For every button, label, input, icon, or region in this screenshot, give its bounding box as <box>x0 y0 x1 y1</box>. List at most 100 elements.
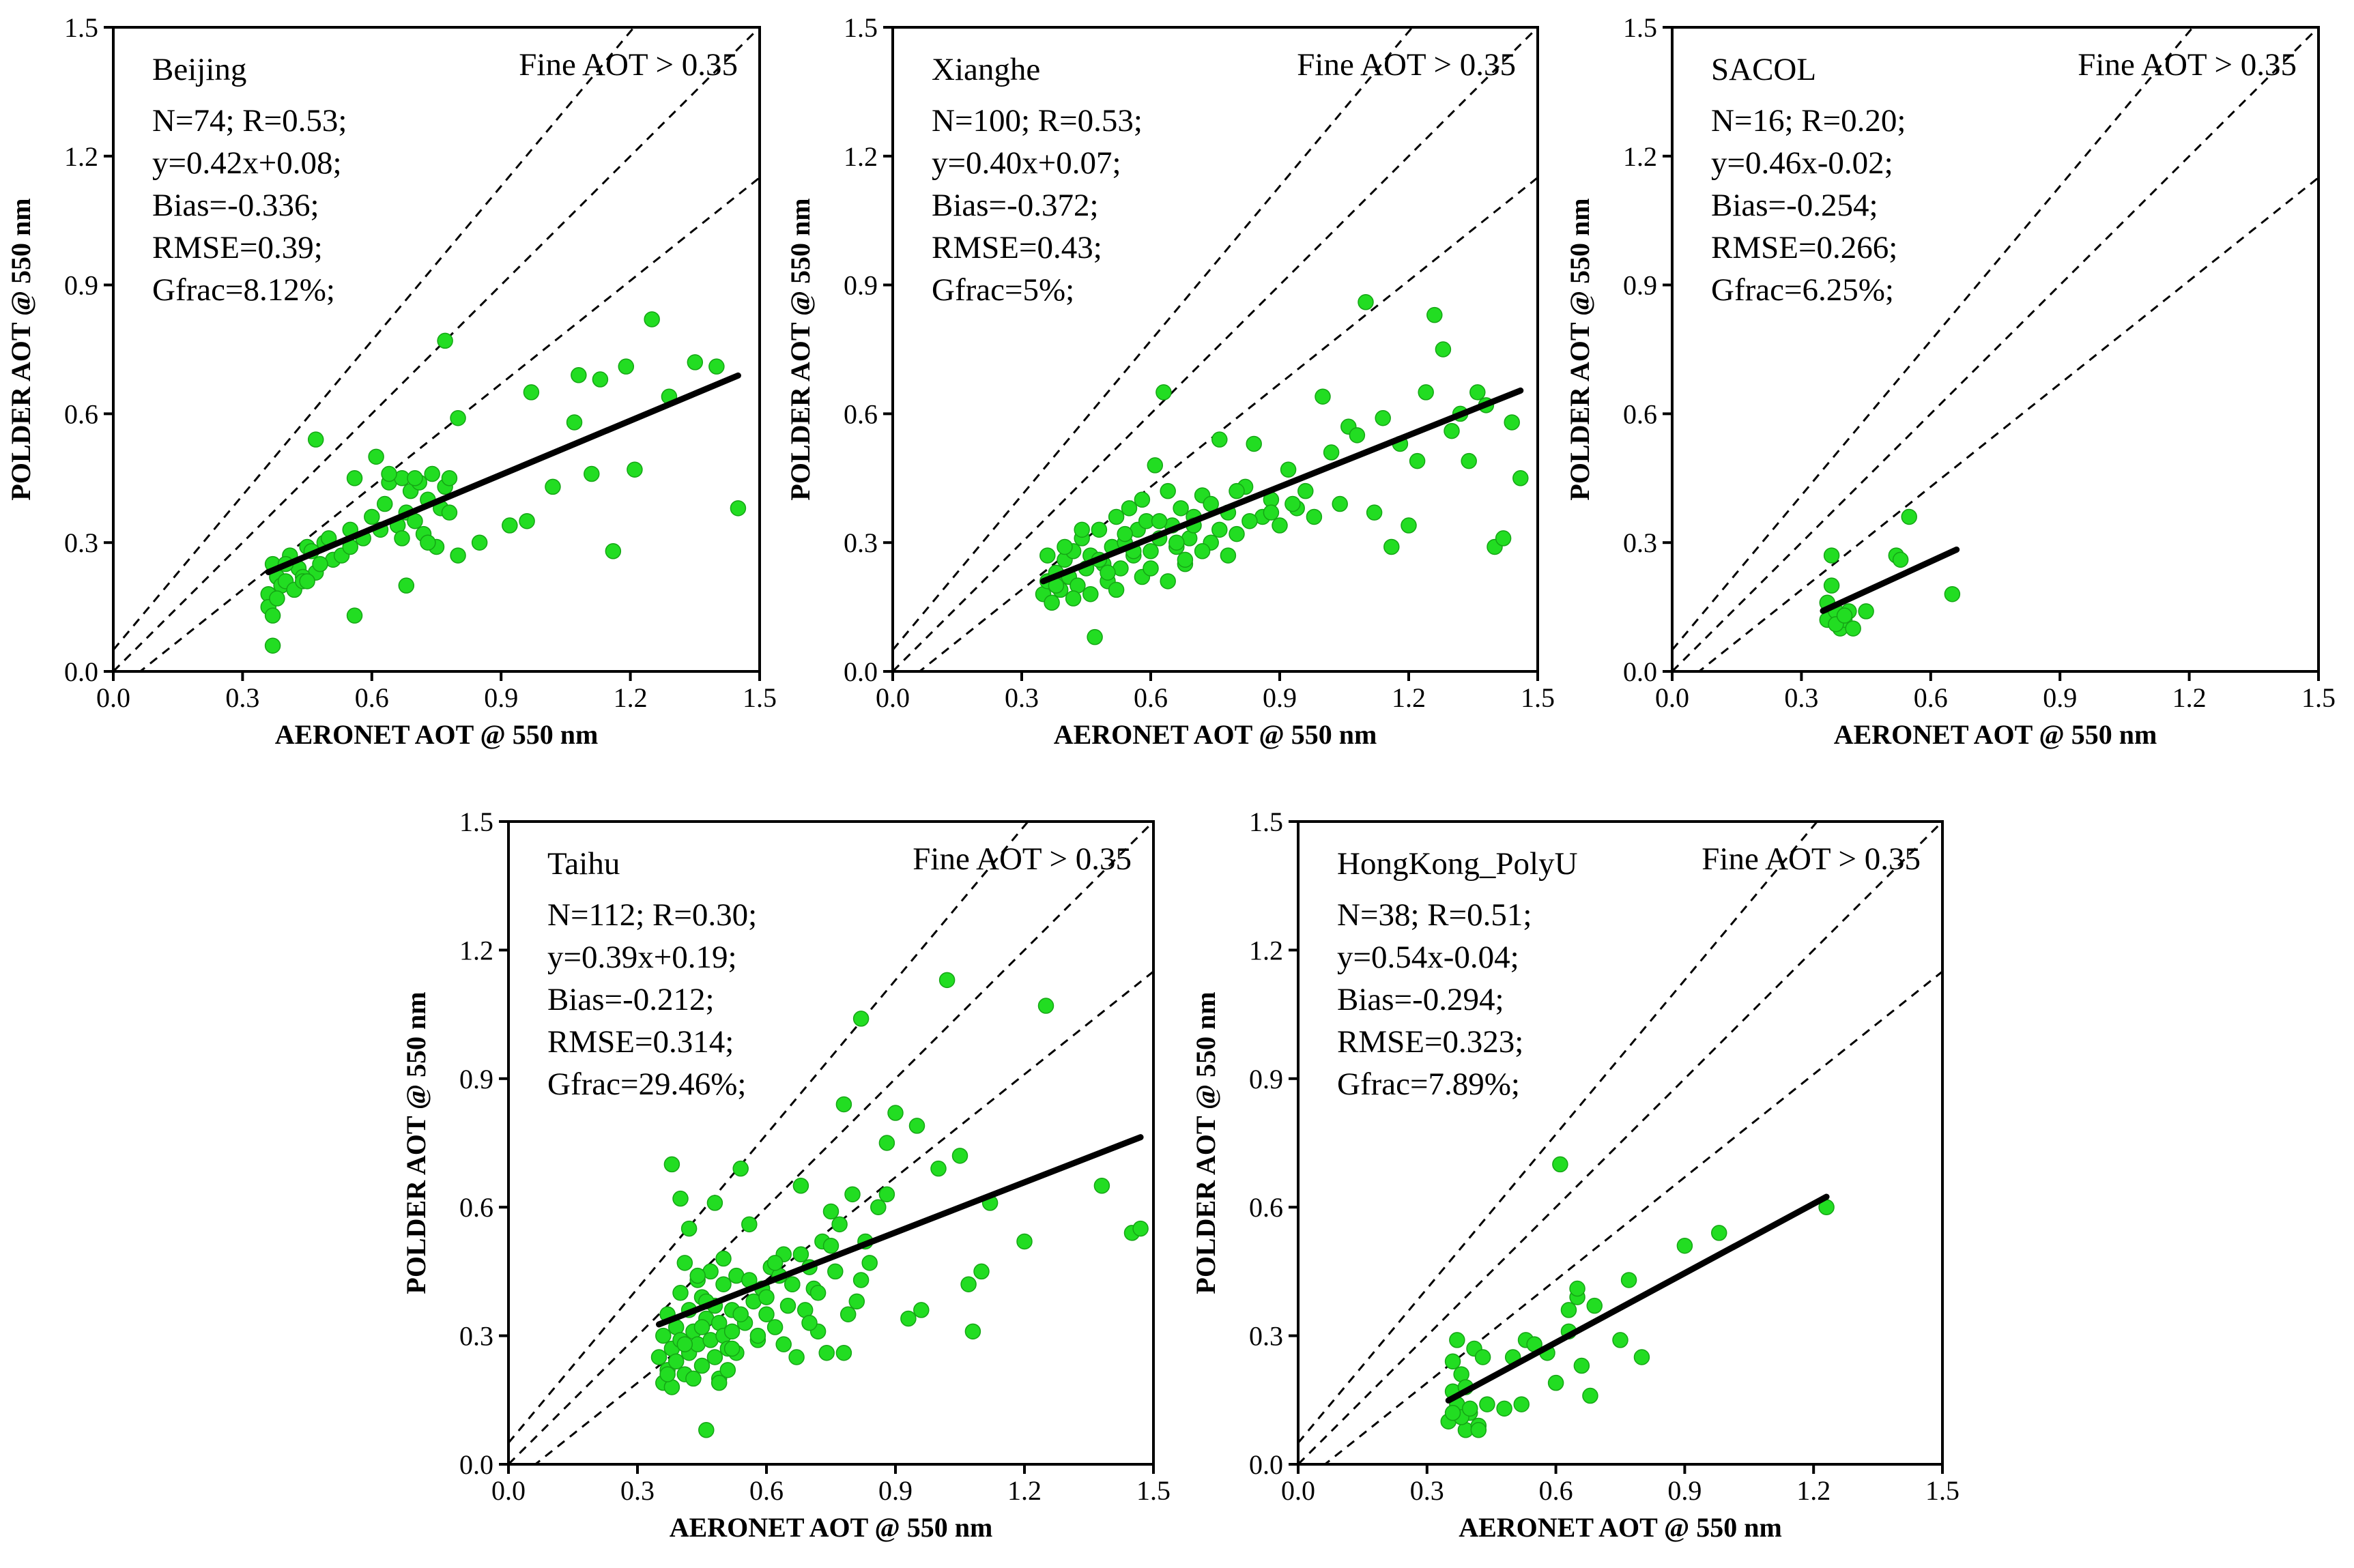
x-tick-label: 0.3 <box>1410 1475 1444 1506</box>
site-name: Xianghe <box>932 52 1040 87</box>
data-point <box>900 1310 917 1327</box>
stat-line: Gfrac=6.25%; <box>1711 272 1894 308</box>
fine-aot-condition: Fine AOT > 0.35 <box>2078 47 2297 83</box>
stat-line: Bias=-0.212; <box>547 982 715 1017</box>
data-point <box>1280 461 1297 478</box>
data-point <box>1547 1374 1564 1391</box>
data-point <box>592 371 609 388</box>
data-point <box>1037 998 1054 1014</box>
data-point <box>1177 551 1194 568</box>
data-point <box>1449 1332 1465 1348</box>
data-point <box>312 555 328 572</box>
data-point <box>848 1293 865 1310</box>
y-tick-label: 0.3 <box>64 527 98 558</box>
data-point <box>668 1353 685 1370</box>
plot-frame <box>891 26 1539 673</box>
x-tick-label: 0.3 <box>1005 682 1039 713</box>
data-point <box>1418 384 1434 401</box>
stat-line: Gfrac=7.89%; <box>1337 1066 1520 1102</box>
data-point <box>627 461 643 478</box>
x-tick-label: 0.9 <box>2043 682 2077 713</box>
scatter-panel-sacol: 0.0 0.3 0.6 0.9 1.2 1.5 0.0 0.3 0.6 0.9 1.2 1.5 AERO… <box>1564 12 2336 750</box>
data-point <box>1409 452 1426 469</box>
x-axis-title: AERONET AOT @ 550 nm <box>1054 719 1377 750</box>
data-point <box>1323 444 1340 461</box>
y-tick-label: 1.5 <box>459 807 493 837</box>
data-point <box>1495 530 1512 547</box>
reference-line-1 <box>508 822 1030 1444</box>
data-point <box>1272 517 1288 534</box>
y-tick-label: 0.3 <box>844 527 878 558</box>
y-axis-title: POLDER AOT @ 550 nm <box>401 991 431 1294</box>
fine-aot-condition: Fine AOT > 0.35 <box>1297 47 1516 83</box>
data-point <box>908 1118 925 1134</box>
data-point <box>1168 534 1185 551</box>
data-point <box>1569 1280 1585 1297</box>
plot-frame <box>1297 820 1944 1466</box>
x-axis-title: AERONET AOT @ 550 nm <box>275 719 599 750</box>
data-point <box>584 465 600 482</box>
data-point <box>1315 388 1331 405</box>
data-point <box>784 1276 801 1292</box>
y-tick-label: 0.3 <box>459 1321 493 1352</box>
reference-line-1 <box>1672 27 2194 651</box>
data-point <box>1160 573 1176 590</box>
y-tick-label: 1.2 <box>1249 935 1283 966</box>
data-point <box>676 1336 693 1352</box>
fine-aot-condition: Fine AOT > 0.35 <box>913 841 1132 877</box>
data-point <box>687 354 704 371</box>
data-point <box>1504 414 1520 431</box>
data-point <box>1044 594 1060 611</box>
data-point <box>441 504 458 521</box>
data-point <box>689 1267 706 1284</box>
data-point <box>809 1285 827 1301</box>
x-axis-title: AERONET AOT @ 550 nm <box>1834 719 2157 750</box>
y-tick-label: 0.3 <box>1623 527 1657 558</box>
data-point <box>659 1366 676 1382</box>
y-tick-label: 0.0 <box>64 656 98 687</box>
data-point <box>732 1160 749 1177</box>
y-tick-label: 0.9 <box>64 270 98 301</box>
data-point <box>502 517 518 534</box>
y-tick-label: 0.6 <box>459 1192 493 1223</box>
data-point <box>346 607 363 624</box>
data-point <box>368 448 384 465</box>
data-point <box>964 1323 981 1340</box>
data-point <box>1560 1302 1577 1318</box>
data-point <box>655 1327 672 1344</box>
data-point <box>1143 560 1159 577</box>
data-point <box>1117 525 1133 542</box>
y-axis-title: POLDER AOT @ 550 nm <box>1190 991 1221 1294</box>
x-tick-label: 0.6 <box>355 682 389 713</box>
data-point <box>1435 341 1452 358</box>
data-point <box>775 1336 792 1352</box>
y-axis-title: POLDER AOT @ 550 nm <box>5 198 36 500</box>
data-point <box>1845 620 1861 637</box>
x-tick-label: 0.0 <box>96 682 130 713</box>
data-point <box>1469 384 1486 401</box>
x-tick-label: 0.9 <box>878 1475 913 1506</box>
scatter-panel-beijing: 0.0 0.3 0.6 0.9 1.2 1.5 0.0 0.3 0.6 0.9 1.2 1.5 AERO… <box>5 12 777 750</box>
data-point <box>437 332 453 349</box>
y-tick-label: 0.6 <box>1623 398 1657 429</box>
data-point <box>566 414 583 431</box>
data-point <box>801 1315 818 1331</box>
data-point <box>1858 603 1874 620</box>
regression-line <box>265 372 741 575</box>
data-point <box>792 1246 809 1263</box>
y-tick-label: 1.2 <box>64 141 98 172</box>
data-point <box>1401 517 1417 534</box>
data-point <box>1284 495 1301 512</box>
x-tick-label: 1.2 <box>1007 1475 1042 1506</box>
x-tick-label: 0.3 <box>620 1475 655 1506</box>
plot-frame <box>112 26 761 673</box>
stat-line: RMSE=0.323; <box>1337 1024 1523 1060</box>
data-point <box>1676 1237 1693 1254</box>
data-point <box>1375 409 1391 426</box>
data-point <box>450 409 466 426</box>
data-point <box>749 1327 766 1344</box>
data-point <box>1586 1297 1603 1314</box>
data-point <box>732 1306 749 1322</box>
data-point <box>1892 551 1909 568</box>
data-point <box>973 1263 990 1280</box>
